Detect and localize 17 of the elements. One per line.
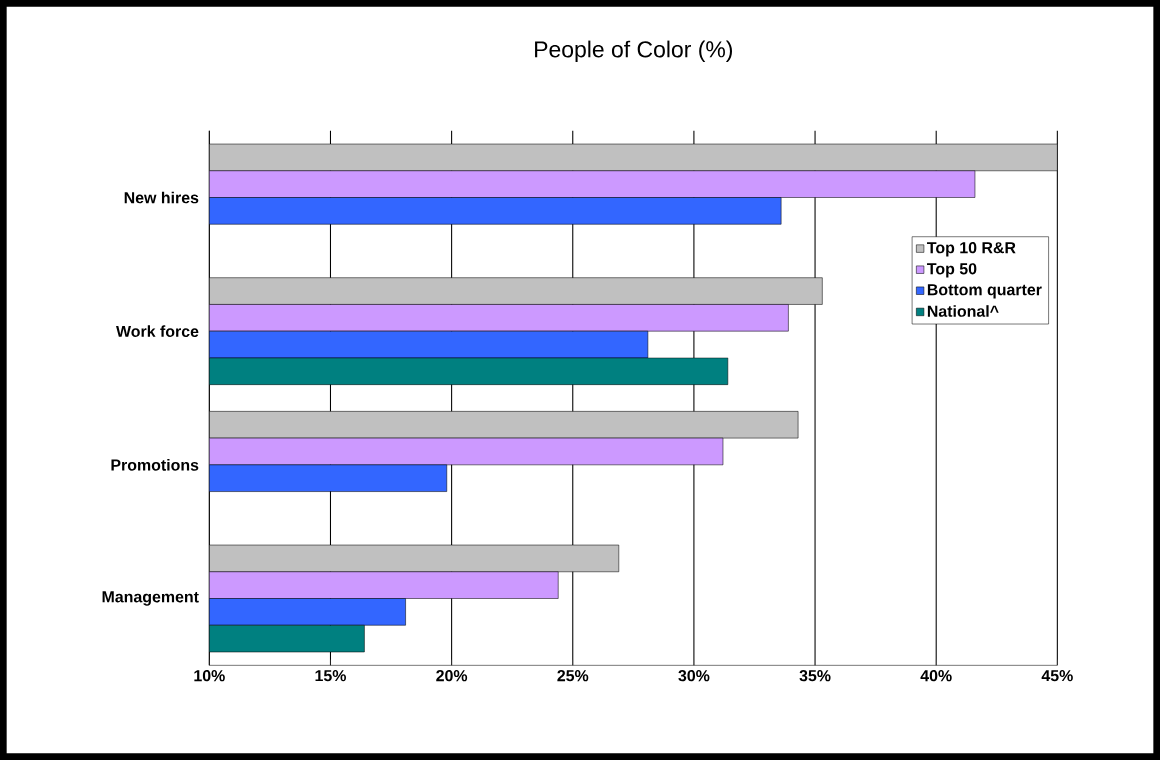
- chart-title: People of Color (%): [535, 40, 733, 63]
- legend-label: Top 10 R&R: [927, 242, 1016, 257]
- y-tick-label: Work force: [116, 325, 199, 338]
- x-tick-label: 10%: [194, 670, 225, 682]
- legend-label: National^: [927, 305, 999, 317]
- y-tick-label: Promotions: [111, 458, 199, 471]
- x-tick-label: 45%: [1041, 670, 1073, 682]
- y-tick-label: New hires: [124, 191, 199, 204]
- x-tick-label: 15%: [315, 670, 346, 682]
- x-tick-label: 25%: [557, 670, 589, 682]
- legend-label: Bottom quarter: [927, 284, 1042, 299]
- x-tick-label: 30%: [678, 670, 710, 682]
- y-tick-label: Management: [102, 591, 199, 606]
- legend-label: Top 50: [927, 263, 977, 278]
- x-tick-label: 20%: [436, 670, 468, 682]
- x-tick-label: 35%: [799, 670, 831, 682]
- x-tick-label: 40%: [920, 670, 952, 682]
